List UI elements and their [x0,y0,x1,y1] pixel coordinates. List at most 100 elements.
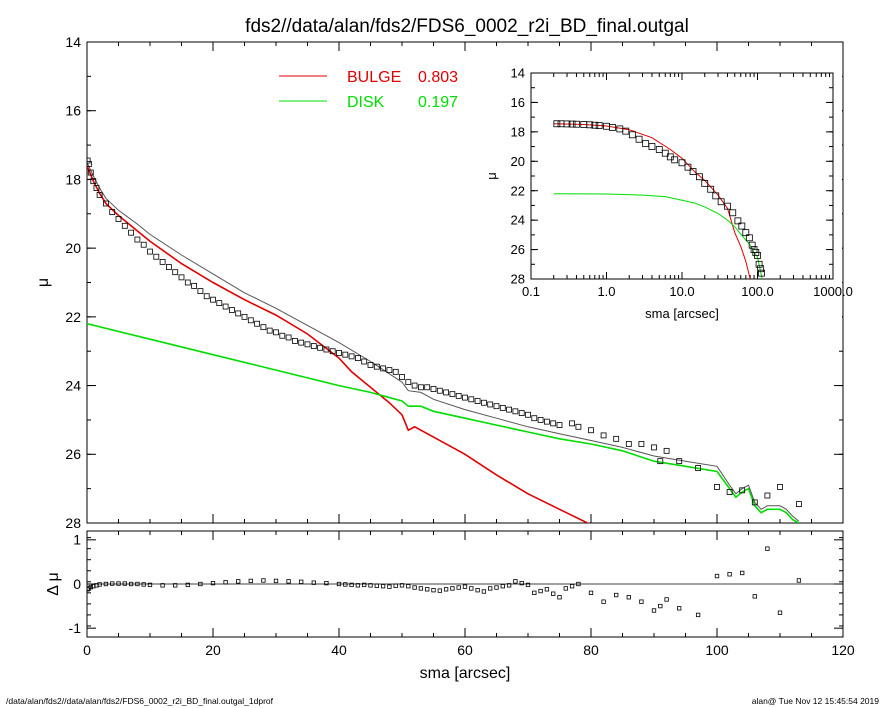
inset-data-point [758,269,765,277]
inset-x-axis-label: sma [arcsec] [645,306,719,321]
inset-log-plot: 0.1 1.0 10.0 100.0 1000.0 14 16 18 20 22 24 26 28 μ sm… [482,62,853,330]
main-data-point [285,334,292,341]
main-data-point [600,432,607,439]
residual-data-point [412,585,417,590]
residual-data-point [116,581,121,586]
residual-data-point [551,591,556,596]
main-data-point [128,229,135,236]
residual-y-tick-label: 0 [73,576,81,592]
main-data-point [411,382,418,389]
residual-data-point [752,594,757,599]
inset-data-point [635,135,643,143]
residual-data-point [740,570,745,576]
inset-y-tick-label: 26 [511,242,525,257]
residual-data-point [431,588,436,593]
residual-data-point [651,608,657,613]
inset-data-point [757,265,765,273]
main-data-point [764,492,771,499]
residual-data-point [160,583,165,588]
residual-data-point [273,578,279,584]
residual-data-point [538,588,543,594]
main-data-point [291,338,298,344]
residual-data-point [569,584,575,589]
residual-x-axis-label: sma [arcsec] [420,665,511,682]
main-data-point [140,241,147,248]
residual-x-tick-label: 40 [331,642,347,658]
main-data-point [115,216,122,222]
inset-data-point [563,120,571,128]
main-data-point [474,398,481,404]
main-data-point [147,248,153,255]
residual-data-point [456,585,461,590]
inset-x-tick-label: 10.0 [669,284,694,299]
inset-y-tick-label: 22 [511,183,525,198]
legend-bulge-value: 0.803 [418,69,458,86]
residual-data-point [519,580,524,586]
main-data-point [93,185,100,191]
main-data-point [455,392,462,399]
main-data-point [121,222,128,229]
inset-y-tick-label: 16 [511,95,525,110]
residual-data-point [324,580,329,586]
inset-y-tick-label: 20 [511,154,525,169]
main-data-point [222,303,229,310]
inset-y-tick-label: 18 [511,124,525,139]
main-data-point [796,501,802,508]
main-data-point [197,288,204,294]
main-data-point [165,264,172,270]
residual-data-point [311,580,316,585]
residual-data-point [481,589,487,594]
main-data-point [247,317,254,324]
inset-data-point [755,260,763,268]
residual-data-point [374,583,379,588]
residual-data-point [343,582,348,587]
main-data-point [310,343,317,349]
inset-x-tick-label: 0.1 [522,284,540,299]
residual-data-point [727,572,732,577]
inset-data-point [734,217,742,225]
main-data-point [751,499,758,506]
main-profile-plot: 14 16 18 20 22 24 26 28 μ BULGE 0.803 DISK 0.197 [35,34,844,531]
main-y-tick-label: 28 [65,515,81,531]
main-data-point [367,362,374,368]
main-data-point [625,441,632,447]
main-data-point [424,384,431,391]
inset-bulge-line [553,123,751,279]
inset-data-point [573,120,580,128]
main-data-point [462,394,468,401]
main-data-point [777,484,783,490]
residual-data-point [677,606,682,611]
main-data-point [550,420,557,427]
residual-data-point [664,597,669,602]
residual-data-point [488,586,493,591]
inset-x-tick-label: 1.0 [597,284,615,299]
residual-data-point [450,586,455,591]
residual-data-point [532,590,537,595]
main-data-point [556,422,563,428]
inset-data-point [712,192,720,200]
main-data-point [499,405,506,411]
main-data-point [235,310,242,317]
residual-data-point [349,582,354,588]
main-data-point [184,279,191,286]
main-data-point [103,200,109,207]
inset-data-point [707,185,715,193]
inset-data-point [586,121,594,129]
chart-title: fds2//data/alan/fds2/FDS6_0002_r2i_BD_fi… [245,16,689,37]
main-data-point [392,368,399,375]
inset-data-point [754,252,761,259]
residual-x-tick-label: 60 [457,642,473,658]
main-data-point [436,387,443,394]
residual-data-point [658,603,663,609]
inset-data-point [655,146,663,153]
main-data-point [329,348,336,355]
residual-data-point [355,583,361,588]
inset-data-point [678,159,686,167]
main-data-point [405,379,412,386]
main-data-point [449,391,456,398]
main-data-point [417,384,424,391]
residual-data-point [475,588,480,593]
residual-data-point [147,582,153,588]
main-data-point [109,209,116,215]
inset-y-axis-label: μ [484,172,499,180]
